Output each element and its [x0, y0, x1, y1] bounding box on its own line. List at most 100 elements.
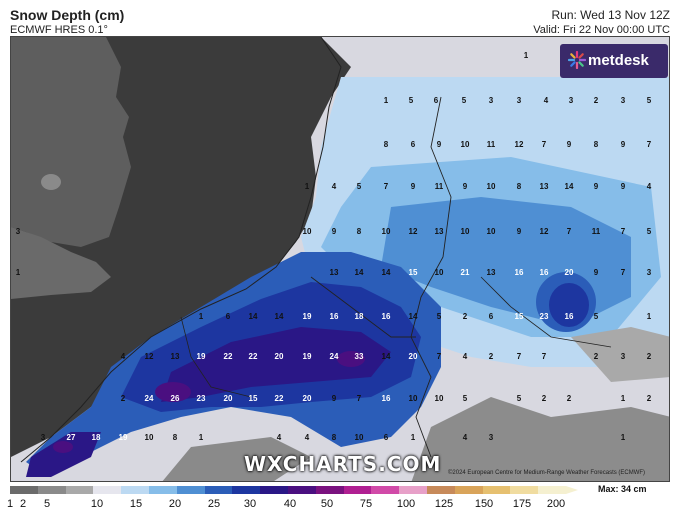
- colorbar-swatch: [260, 486, 288, 494]
- snow-depth-value: 7: [517, 352, 522, 361]
- snow-depth-value: 18: [355, 312, 364, 321]
- snow-depth-value: 12: [515, 140, 524, 149]
- snow-depth-value: 14: [355, 268, 364, 277]
- snow-depth-value: 22: [249, 352, 258, 361]
- snow-depth-value: 11: [487, 140, 496, 149]
- snow-depth-value: 8: [173, 433, 178, 442]
- snow-depth-value: 2: [567, 394, 572, 403]
- snow-depth-value: 8: [594, 140, 599, 149]
- snow-depth-value: 1: [16, 268, 21, 277]
- snow-depth-value: 1: [305, 182, 310, 191]
- colorbar-swatch: [454, 486, 483, 494]
- snow-depth-value: 3: [41, 433, 46, 442]
- snow-depth-value: 22: [224, 352, 233, 361]
- snow-depth-value: 7: [647, 140, 652, 149]
- snow-depth-value: 9: [594, 268, 599, 277]
- watermark: WXCHARTS.COM: [244, 452, 442, 476]
- colorbar-tick-label: 10: [90, 498, 104, 510]
- snow-depth-value: 16: [382, 312, 391, 321]
- colorbar-swatch: [232, 486, 261, 494]
- colorbar-tick-label: 75: [359, 498, 373, 510]
- value-labels: 11 5 6 5 3 3 4 3 2 3 58 6 9 10 11 12 7 9 8 9 71 4 5 7 9 11 9 10 8 13 1…: [16, 51, 652, 442]
- colorbar-swatch: [371, 486, 400, 494]
- colorbar-swatch: [315, 486, 344, 494]
- snow-depth-value: 15: [249, 394, 258, 403]
- snow-depth-value: 8: [517, 182, 522, 191]
- snow-depth-value: 5: [594, 312, 599, 321]
- snow-depth-value: 10: [355, 433, 364, 442]
- snow-depth-value: 10: [461, 227, 470, 236]
- colorbar-tick-label: 200: [546, 498, 566, 510]
- snow-depth-value: 2: [463, 312, 468, 321]
- colorbar-tick-label: 150: [474, 498, 494, 510]
- valid-time: Valid: Fri 22 Nov 00:00 UTC: [533, 24, 670, 36]
- snow-depth-value: 16: [515, 268, 524, 277]
- snow-depth-value: 11: [592, 227, 601, 236]
- colorbar-swatch: [121, 486, 149, 494]
- snow-depth-value: 4: [121, 352, 126, 361]
- snow-depth-value: 5: [517, 394, 522, 403]
- snow-depth-value: 9: [594, 182, 599, 191]
- snow-depth-value: 13: [540, 182, 549, 191]
- colorbar-swatch: [538, 486, 566, 494]
- snow-depth-value: 15: [409, 268, 418, 277]
- snow-depth-value: 27: [67, 433, 76, 442]
- snow-depth-value: 9: [437, 140, 442, 149]
- snow-depth-value: 15: [515, 312, 524, 321]
- snow-depth-value: 5: [647, 227, 652, 236]
- snow-depth-value: 1: [647, 312, 652, 321]
- snow-depth-value: 5: [463, 394, 468, 403]
- snow-depth-value: 9: [332, 227, 337, 236]
- run-time: Run: Wed 13 Nov 12Z: [551, 8, 670, 22]
- snow-depth-value: 6: [384, 433, 389, 442]
- chart-title: Snow Depth (cm): [10, 7, 125, 23]
- snow-depth-value: 20: [275, 352, 284, 361]
- snow-depth-value: 33: [355, 352, 364, 361]
- snow-depth-value: 18: [92, 433, 101, 442]
- colorbar-swatch: [426, 486, 455, 494]
- snow-depth-value: 10: [487, 227, 496, 236]
- snow-depth-value: 20: [409, 352, 418, 361]
- snow-depth-value: 1: [411, 433, 416, 442]
- snow-depth-value: 16: [382, 394, 391, 403]
- snow-depth-value: 4: [305, 433, 310, 442]
- snow-depth-value: 5: [647, 96, 652, 105]
- colorbar-tick-label: 1: [6, 498, 14, 510]
- colorbar-swatch: [343, 486, 372, 494]
- snow-depth-value: 3: [647, 268, 652, 277]
- snow-depth-value: 8: [332, 433, 337, 442]
- colorbar-tick-label: 25: [207, 498, 221, 510]
- colorbar-tick-label: 40: [283, 498, 297, 510]
- snow-depth-value: 20: [224, 394, 233, 403]
- copyright-text: ©2024 European Centre for Medium-Range W…: [448, 470, 646, 476]
- snow-depth-value: 2: [647, 394, 652, 403]
- snow-depth-value: 7: [437, 352, 442, 361]
- snow-depth-value: 6: [434, 96, 439, 105]
- snow-depth-value: 1: [199, 433, 204, 442]
- snow-depth-map[interactable]: 1 1 5 6 5 3 3 4 3 2 3 5 8 6 9 10 11 12 7 9 8 9 7 1 4 5 7 9 11 9 10 8 13 1…: [10, 36, 670, 482]
- snow-depth-value: 16: [540, 268, 549, 277]
- snow-depth-value: 10: [487, 182, 496, 191]
- snow-depth-value: 10: [382, 227, 391, 236]
- map-canvas: 11 5 6 5 3 3 4 3 2 3 58 6 9 10 11 12 7 9 8 9 71 4 5 7 9 11 9 10 8 13 1…: [11, 37, 669, 481]
- snow-depth-value: 2: [489, 352, 494, 361]
- snow-depth-value: 3: [489, 96, 494, 105]
- snow-depth-value: 4: [544, 96, 549, 105]
- snow-depth-value: 2: [594, 96, 599, 105]
- snow-depth-value: 12: [409, 227, 418, 236]
- snow-depth-value: 7: [621, 268, 626, 277]
- snow-depth-value: 7: [567, 227, 572, 236]
- snow-depth-value: 5: [409, 96, 414, 105]
- snow-depth-value: 4: [463, 352, 468, 361]
- snow-depth-value: 23: [540, 312, 549, 321]
- snow-depth-value: 6: [226, 312, 231, 321]
- snow-depth-value: 10: [145, 433, 154, 442]
- snow-depth-value: 16: [330, 312, 339, 321]
- snow-depth-value: 4: [277, 433, 282, 442]
- snow-depth-value: 13: [487, 268, 496, 277]
- snow-depth-value: 5: [357, 182, 362, 191]
- snow-depth-value: 19: [119, 433, 128, 442]
- snow-depth-value: 1: [621, 394, 626, 403]
- snow-depth-value: 2: [542, 394, 547, 403]
- snow-depth-value: 13: [330, 268, 339, 277]
